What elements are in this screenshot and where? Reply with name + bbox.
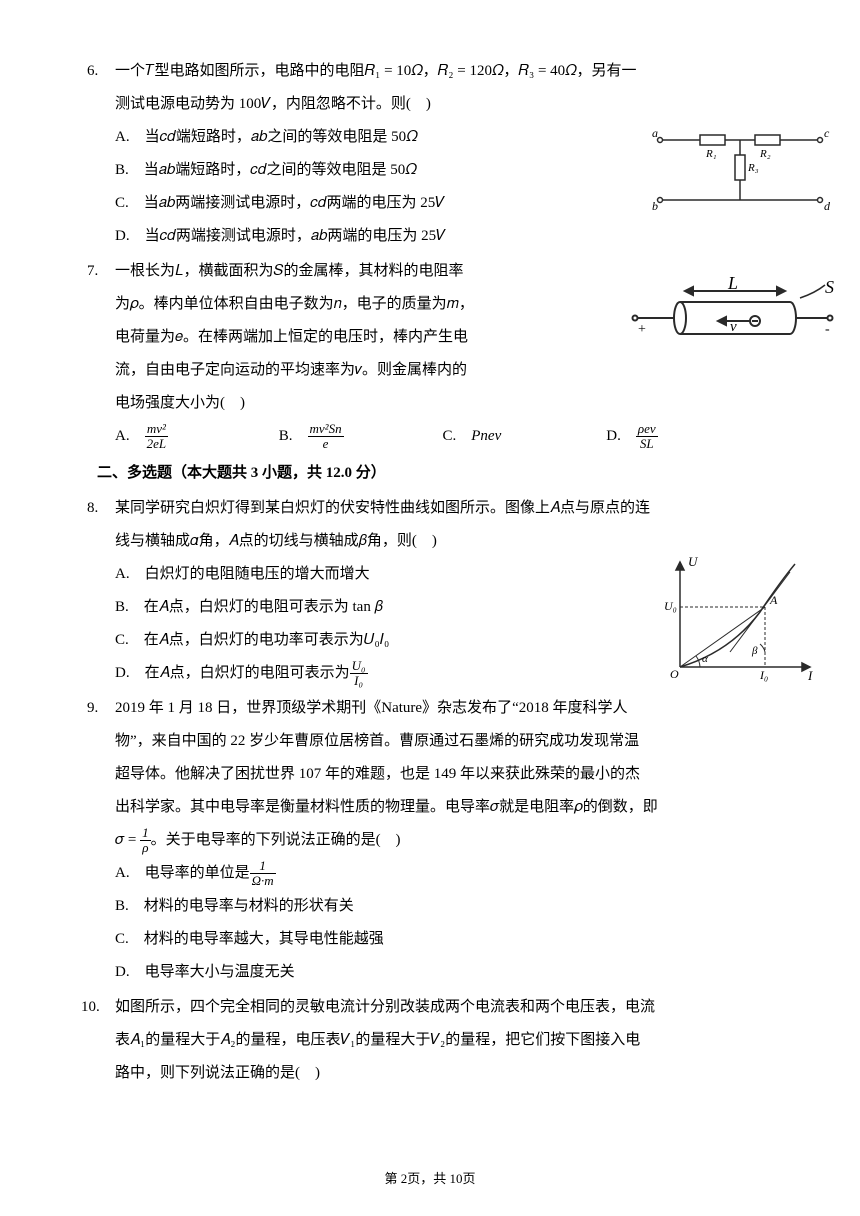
svg-text:A: A bbox=[769, 593, 778, 607]
q9-sigma-prefix: 𝜎 = bbox=[115, 832, 140, 848]
svg-text:U: U bbox=[688, 554, 699, 569]
q8-stem: 某同学研究白炽灯得到某白炽灯的伏安特性曲线如图所示。图像上𝐴点与原点的连 线与横… bbox=[115, 492, 770, 558]
q10-stem-line2: 表𝐴₁的量程大于𝐴₂的量程，电压表𝑉₁的量程大于𝑉₂的量程，把它们按下图接入电 bbox=[115, 1032, 640, 1048]
svg-text:α: α bbox=[702, 653, 708, 665]
q7-option-b: B. mv²Sne bbox=[279, 420, 443, 453]
svg-text:L: L bbox=[727, 273, 738, 293]
question-6: 6. 一个𝑇型电路如图所示，电路中的电阻𝑅₁ = 10𝛺，𝑅₂ = 120𝛺，𝑅… bbox=[115, 55, 770, 253]
svg-text:S: S bbox=[825, 277, 834, 297]
q7-stem-line4: 流，自由电子定向运动的平均速率为𝑣。则金属棒内的 bbox=[115, 362, 467, 378]
q6-stem: 一个𝑇型电路如图所示，电路中的电阻𝑅₁ = 10𝛺，𝑅₂ = 120𝛺，𝑅₃ =… bbox=[115, 55, 770, 121]
q10-stem: 如图所示，四个完全相同的灵敏电流计分别改装成两个电流表和两个电压表，电流 表𝐴₁… bbox=[115, 991, 770, 1090]
question-8: 8. 某同学研究白炽灯得到某白炽灯的伏安特性曲线如图所示。图像上𝐴点与原点的连 … bbox=[115, 492, 770, 690]
q6-stem-line1: 一个𝑇型电路如图所示，电路中的电阻𝑅₁ = 10𝛺，𝑅₂ = 120𝛺，𝑅₃ =… bbox=[115, 63, 637, 79]
q8-stem-line2: 线与横轴成𝛼角，𝐴点的切线与横轴成𝛽角，则( ) bbox=[115, 533, 437, 549]
q9-option-a: A. 电导率的单位是1Ω·m bbox=[115, 857, 770, 890]
q6-stem-line2: 测试电源电动势为 100𝑉，内阻忽略不计。则( ) bbox=[115, 96, 431, 112]
q7-stem-line2: 为𝜌。棒内单位体积自由电子数为𝑛，电子的质量为𝑚， bbox=[115, 296, 474, 312]
svg-text:I₀: I₀ bbox=[759, 668, 768, 682]
section-2-header: 二、多选题（本大题共 3 小题，共 12.0 分） bbox=[97, 457, 770, 490]
q10-number: 10. bbox=[81, 991, 100, 1024]
svg-text:+: + bbox=[638, 322, 646, 337]
svg-text:d: d bbox=[824, 199, 830, 213]
q7-options: A. mv²2eL B. mv²Sne C. Pnev D. ρevSL bbox=[115, 420, 770, 453]
question-10: 10. 如图所示，四个完全相同的灵敏电流计分别改装成两个电流表和两个电压表，电流… bbox=[115, 991, 770, 1090]
q7-stem-line3: 电荷量为𝑒。在棒两端加上恒定的电压时，棒内产生电 bbox=[115, 329, 468, 345]
q9-option-d: D. 电导率大小与温度无关 bbox=[115, 956, 770, 989]
svg-text:c: c bbox=[824, 126, 830, 140]
page-footer: 第 2页，共 10页 bbox=[0, 1165, 860, 1194]
svg-text:β: β bbox=[751, 645, 758, 657]
q7-rod-diagram: L S v + - bbox=[630, 273, 840, 353]
q7-option-c: C. Pnev bbox=[443, 420, 607, 453]
question-9: 9. 2019 年 1 月 18 日，世界顶级学术期刊《Nature》杂志发布了… bbox=[115, 692, 770, 989]
q7-stem-line1: 一根长为𝐿，横截面积为𝑆的金属棒，其材料的电阻率 bbox=[115, 263, 463, 279]
q10-stem-line1: 如图所示，四个完全相同的灵敏电流计分别改装成两个电流表和两个电压表，电流 bbox=[115, 999, 655, 1015]
q10-stem-line3: 路中，则下列说法正确的是( ) bbox=[115, 1065, 320, 1081]
svg-text:v: v bbox=[730, 319, 737, 335]
q6-option-d: D. 当𝑐𝑑两端接测试电源时，𝑎𝑏两端的电压为 25𝑉 bbox=[115, 220, 770, 253]
q9-stem-line4: 出科学家。其中电导率是衡量材料性质的物理量。电导率𝜎就是电阻率𝜌的倒数，即 bbox=[115, 799, 658, 815]
q9-stem: 2019 年 1 月 18 日，世界顶级学术期刊《Nature》杂志发布了“20… bbox=[115, 692, 770, 857]
q9-option-c: C. 材料的电导率越大，其导电性能越强 bbox=[115, 923, 770, 956]
q8-stem-line1: 某同学研究白炽灯得到某白炽灯的伏安特性曲线如图所示。图像上𝐴点与原点的连 bbox=[115, 500, 650, 516]
q7-option-a: A. mv²2eL bbox=[115, 420, 279, 453]
svg-text:R₃: R₃ bbox=[747, 162, 759, 174]
svg-text:R₂: R₂ bbox=[759, 148, 771, 160]
q9-sigma-suffix: 。关于电导率的下列说法正确的是( ) bbox=[151, 832, 401, 848]
q6-number: 6. bbox=[87, 55, 98, 88]
q9-number: 9. bbox=[87, 692, 98, 725]
q9-stem-line3: 超导体。他解决了困扰世界 107 年的难题，也是 149 年以来获此殊荣的最小的… bbox=[115, 766, 640, 782]
q9-stem-line2: 物”，来自中国的 22 岁少年曹原位居榜首。曹原通过石墨烯的研究成功发现常温 bbox=[115, 733, 639, 749]
q8-curve-diagram: U I O A U₀ I₀ α β bbox=[660, 552, 820, 682]
svg-text:b: b bbox=[652, 199, 658, 213]
q9-options: A. 电导率的单位是1Ω·m B. 材料的电导率与材料的形状有关 C. 材料的电… bbox=[115, 857, 770, 989]
q8-number: 8. bbox=[87, 492, 98, 525]
svg-text:-: - bbox=[825, 322, 830, 337]
q9-option-b: B. 材料的电导率与材料的形状有关 bbox=[115, 890, 770, 923]
q9-stem-line1: 2019 年 1 月 18 日，世界顶级学术期刊《Nature》杂志发布了“20… bbox=[115, 700, 627, 716]
svg-text:a: a bbox=[652, 126, 658, 140]
svg-text:U₀: U₀ bbox=[664, 599, 677, 613]
svg-text:R₁: R₁ bbox=[705, 148, 717, 160]
q6-circuit-diagram: a c b d R₁ R₂ R₃ bbox=[650, 125, 830, 215]
q7-stem-line5: 电场强度大小为( ) bbox=[115, 395, 245, 411]
svg-text:O: O bbox=[670, 667, 679, 681]
svg-text:I: I bbox=[807, 668, 813, 682]
q7-number: 7. bbox=[87, 255, 98, 288]
q7-option-d: D. ρevSL bbox=[606, 420, 770, 453]
question-7: 7. 一根长为𝐿，横截面积为𝑆的金属棒，其材料的电阻率 为𝜌。棒内单位体积自由电… bbox=[115, 255, 770, 453]
